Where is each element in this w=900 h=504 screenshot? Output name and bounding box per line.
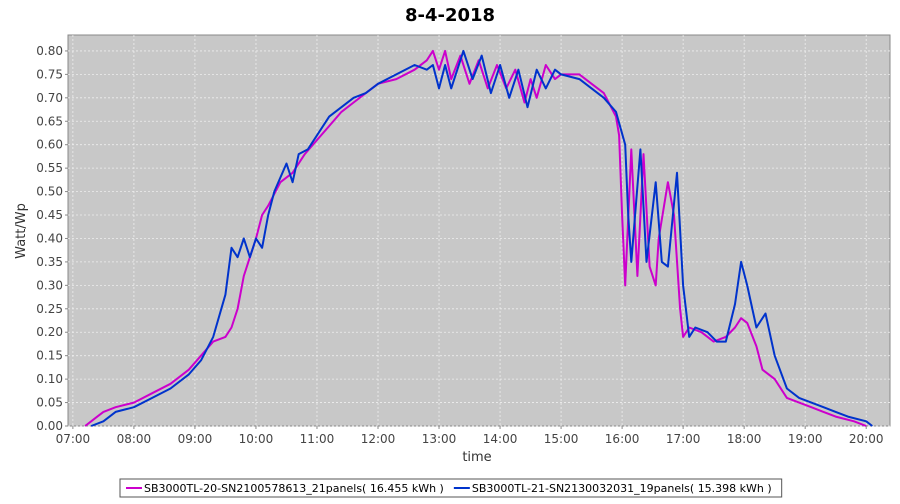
y-tick-label: 0.80: [36, 44, 63, 58]
y-tick-label: 0.05: [36, 396, 63, 410]
plot-area: [67, 34, 891, 427]
x-tick-label: 18:00: [727, 432, 762, 446]
y-tick-label: 0.15: [36, 349, 63, 363]
y-tick-label: 0.40: [36, 231, 63, 245]
y-tick-label: 0.60: [36, 138, 63, 152]
legend-label: SB3000TL-20-SN2100578613_21panels( 16.45…: [144, 482, 444, 495]
legend-box: [119, 478, 783, 498]
chart-title: 8-4-2018: [405, 5, 495, 26]
x-tick-label: 19:00: [788, 432, 823, 446]
y-tick-label: 0.20: [36, 325, 63, 339]
y-tick-label: 0.45: [36, 208, 63, 222]
legend-label: SB3000TL-21-SN2130032031_19panels( 15.39…: [472, 482, 772, 495]
x-tick-label: 16:00: [605, 432, 640, 446]
y-axis-title: Watt/Wp: [14, 203, 29, 259]
y-tick-label: 0.75: [36, 67, 63, 81]
series-line: [84, 49, 867, 427]
legend: SB3000TL-20-SN2100578613_21panels( 16.45…: [119, 478, 783, 498]
x-axis-title: time: [462, 450, 491, 465]
x-tick-label: 10:00: [239, 432, 274, 446]
y-tick-label: 0.00: [36, 419, 63, 433]
x-tick-label: 20:00: [849, 432, 884, 446]
y-tick-label: 0.30: [36, 278, 63, 292]
y-tick-label: 0.25: [36, 302, 63, 316]
x-tick-label: 12:00: [361, 432, 396, 446]
x-tick-label: 14:00: [483, 432, 518, 446]
y-tick-label: 0.55: [36, 161, 63, 175]
series-line: [90, 49, 873, 427]
x-tick-label: 15:00: [544, 432, 579, 446]
y-tick-label: 0.50: [36, 185, 63, 199]
x-tick-label: 11:00: [300, 432, 335, 446]
y-tick-label: 0.70: [36, 91, 63, 105]
x-tick-label: 17:00: [666, 432, 701, 446]
x-tick-label: 07:00: [56, 432, 91, 446]
x-tick-label: 08:00: [117, 432, 152, 446]
y-tick-label: 0.35: [36, 255, 63, 269]
y-tick-label: 0.10: [36, 372, 63, 386]
y-tick-label: 0.65: [36, 114, 63, 128]
x-tick-label: 13:00: [422, 432, 457, 446]
x-tick-label: 09:00: [178, 432, 213, 446]
